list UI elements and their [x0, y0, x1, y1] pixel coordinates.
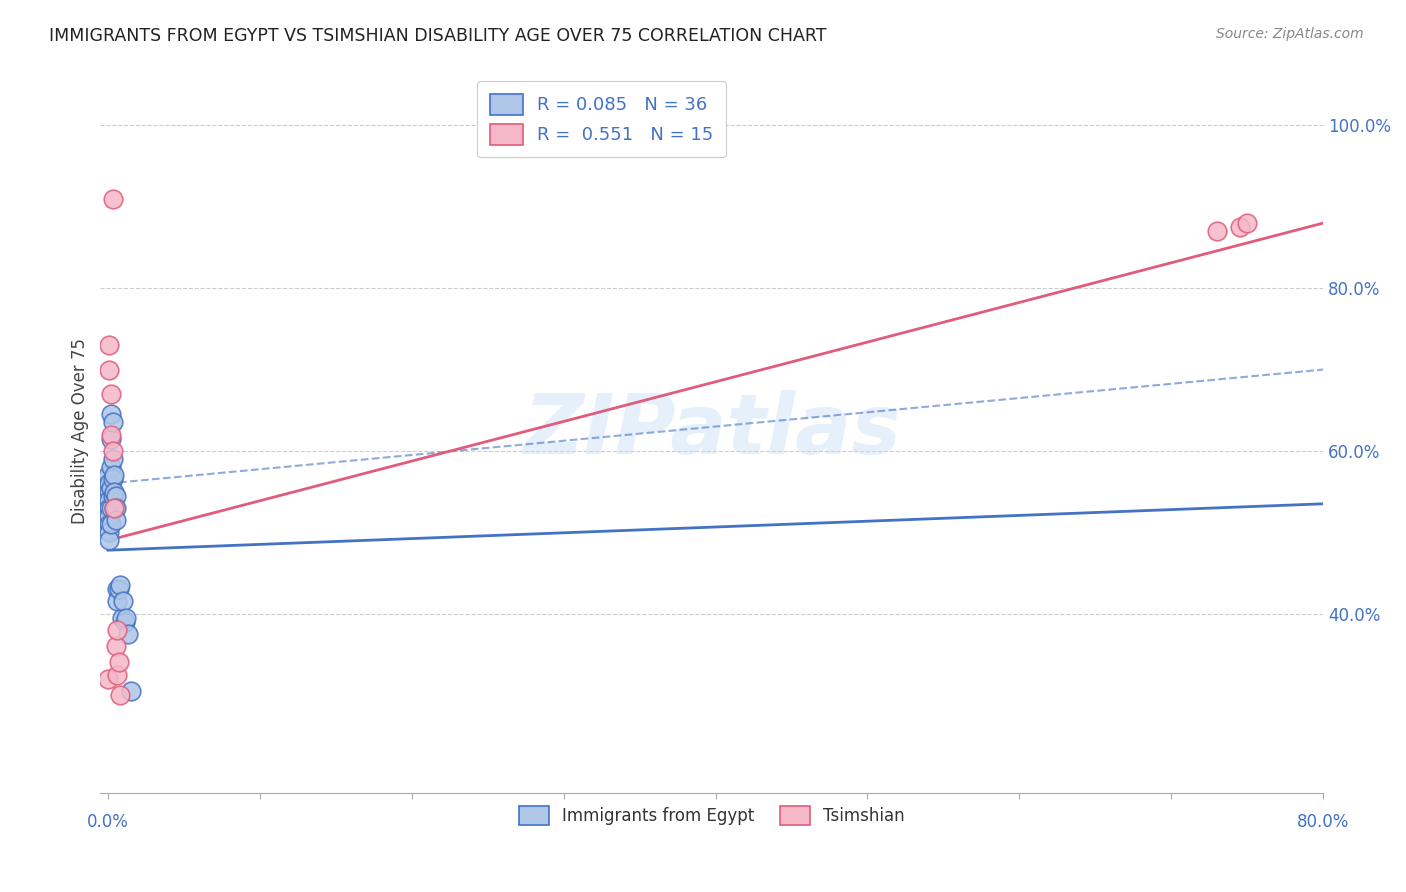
Point: [98, 338, 121, 352]
Point: [105, 623, 128, 637]
Point: [114, 615, 136, 629]
Point: [100, 500, 122, 515]
Point: [103, 484, 125, 499]
Point: [100, 517, 122, 532]
Point: [98, 484, 121, 499]
Point: [115, 611, 138, 625]
Point: [103, 468, 125, 483]
Point: [1205, 224, 1227, 238]
Point: [103, 500, 125, 515]
Point: [101, 472, 124, 486]
Point: [98, 517, 121, 532]
Text: ZIPatlas: ZIPatlas: [523, 390, 901, 471]
Point: [101, 416, 124, 430]
Point: [112, 594, 135, 608]
Legend: Immigrants from Egypt, Tsimshian: Immigrants from Egypt, Tsimshian: [509, 796, 914, 835]
Point: [98, 362, 121, 376]
Point: [107, 656, 129, 670]
Point: [108, 688, 131, 702]
Point: [117, 627, 139, 641]
Point: [97, 481, 120, 495]
Point: [103, 500, 125, 515]
Point: [100, 432, 122, 446]
Point: [105, 582, 128, 597]
Point: [97, 672, 120, 686]
Point: [110, 611, 132, 625]
Point: [105, 594, 128, 608]
Point: [98, 492, 121, 507]
Point: [104, 513, 127, 527]
Point: [107, 582, 129, 597]
Point: [104, 489, 127, 503]
Point: [108, 578, 131, 592]
Y-axis label: Disability Age Over 75: Disability Age Over 75: [72, 337, 89, 524]
Point: [101, 444, 124, 458]
Point: [98, 476, 121, 491]
Point: [105, 667, 128, 681]
Text: Source: ZipAtlas.com: Source: ZipAtlas.com: [1216, 27, 1364, 41]
Point: [101, 452, 124, 467]
Point: [101, 192, 124, 206]
Point: [104, 500, 127, 515]
Point: [100, 407, 122, 421]
Point: [98, 508, 121, 523]
Point: [100, 481, 122, 495]
Point: [1236, 216, 1258, 230]
Point: [97, 468, 120, 483]
Point: [100, 387, 122, 401]
Point: [101, 489, 124, 503]
Point: [1229, 220, 1251, 235]
Point: [100, 460, 122, 475]
Point: [98, 525, 121, 540]
Point: [104, 639, 127, 653]
Text: 0.0%: 0.0%: [87, 813, 129, 831]
Text: 80.0%: 80.0%: [1296, 813, 1350, 831]
Point: [98, 533, 121, 548]
Point: [98, 500, 121, 515]
Point: [100, 427, 122, 442]
Point: [120, 684, 142, 698]
Text: IMMIGRANTS FROM EGYPT VS TSIMSHIAN DISABILITY AGE OVER 75 CORRELATION CHART: IMMIGRANTS FROM EGYPT VS TSIMSHIAN DISAB…: [49, 27, 827, 45]
